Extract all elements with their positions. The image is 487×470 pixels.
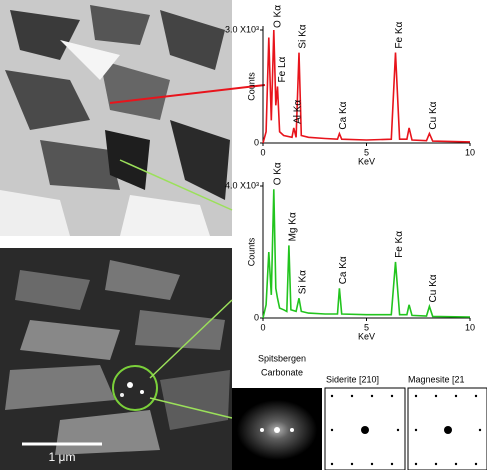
diffraction-panels: Spitsbergen Carbonate Siderite [210] Mag… (232, 353, 487, 470)
y-tick-label: 4.0 X10³ (225, 180, 259, 190)
y-tick-label: 0 (254, 312, 259, 322)
pattern-label: Siderite [210] (326, 374, 379, 384)
x-axis-label: KeV (358, 156, 375, 166)
x-tick-label: 10 (465, 322, 475, 332)
x-axis-label: KeV (358, 331, 375, 341)
peak-label: Si Kα (298, 24, 309, 48)
figure: 1 μm Spitsbergen Carbonate Siderite [210… (0, 0, 487, 470)
x-tick-label: 10 (465, 147, 475, 157)
tem-image (0, 0, 265, 236)
pattern-label: Magnesite [21 (408, 374, 465, 384)
x-tick-label: 0 (260, 322, 265, 332)
y-tick-label: 3.0 X10³ (225, 24, 259, 34)
scale-bar-label: 1 μm (49, 450, 76, 464)
peak-label: Ca Kα (338, 101, 349, 129)
peak-label: O Kα (272, 162, 283, 185)
peak-label: Ca Kα (338, 256, 349, 284)
y-axis-label: Counts (246, 72, 256, 101)
y-tick-label: 0 (254, 137, 259, 147)
sample-label: Spitsbergen (258, 353, 306, 363)
peak-label: Cu Kα (428, 274, 439, 302)
sample-label: Carbonate (261, 367, 303, 377)
y-axis-label: Counts (246, 237, 256, 266)
dark-field-image: 1 μm (0, 248, 232, 470)
peak-label: Fe Lα (277, 56, 288, 82)
peak-label: Cu Kα (428, 101, 439, 129)
peak-label: Al Kα (292, 100, 303, 124)
peak-label: O Kα (272, 5, 283, 28)
peak-label: Fe Kα (394, 21, 405, 48)
x-tick-label: 0 (260, 147, 265, 157)
peak-label: Si Kα (298, 270, 309, 294)
peak-label: Fe Kα (394, 231, 405, 258)
peak-label: Mg Kα (288, 212, 299, 241)
